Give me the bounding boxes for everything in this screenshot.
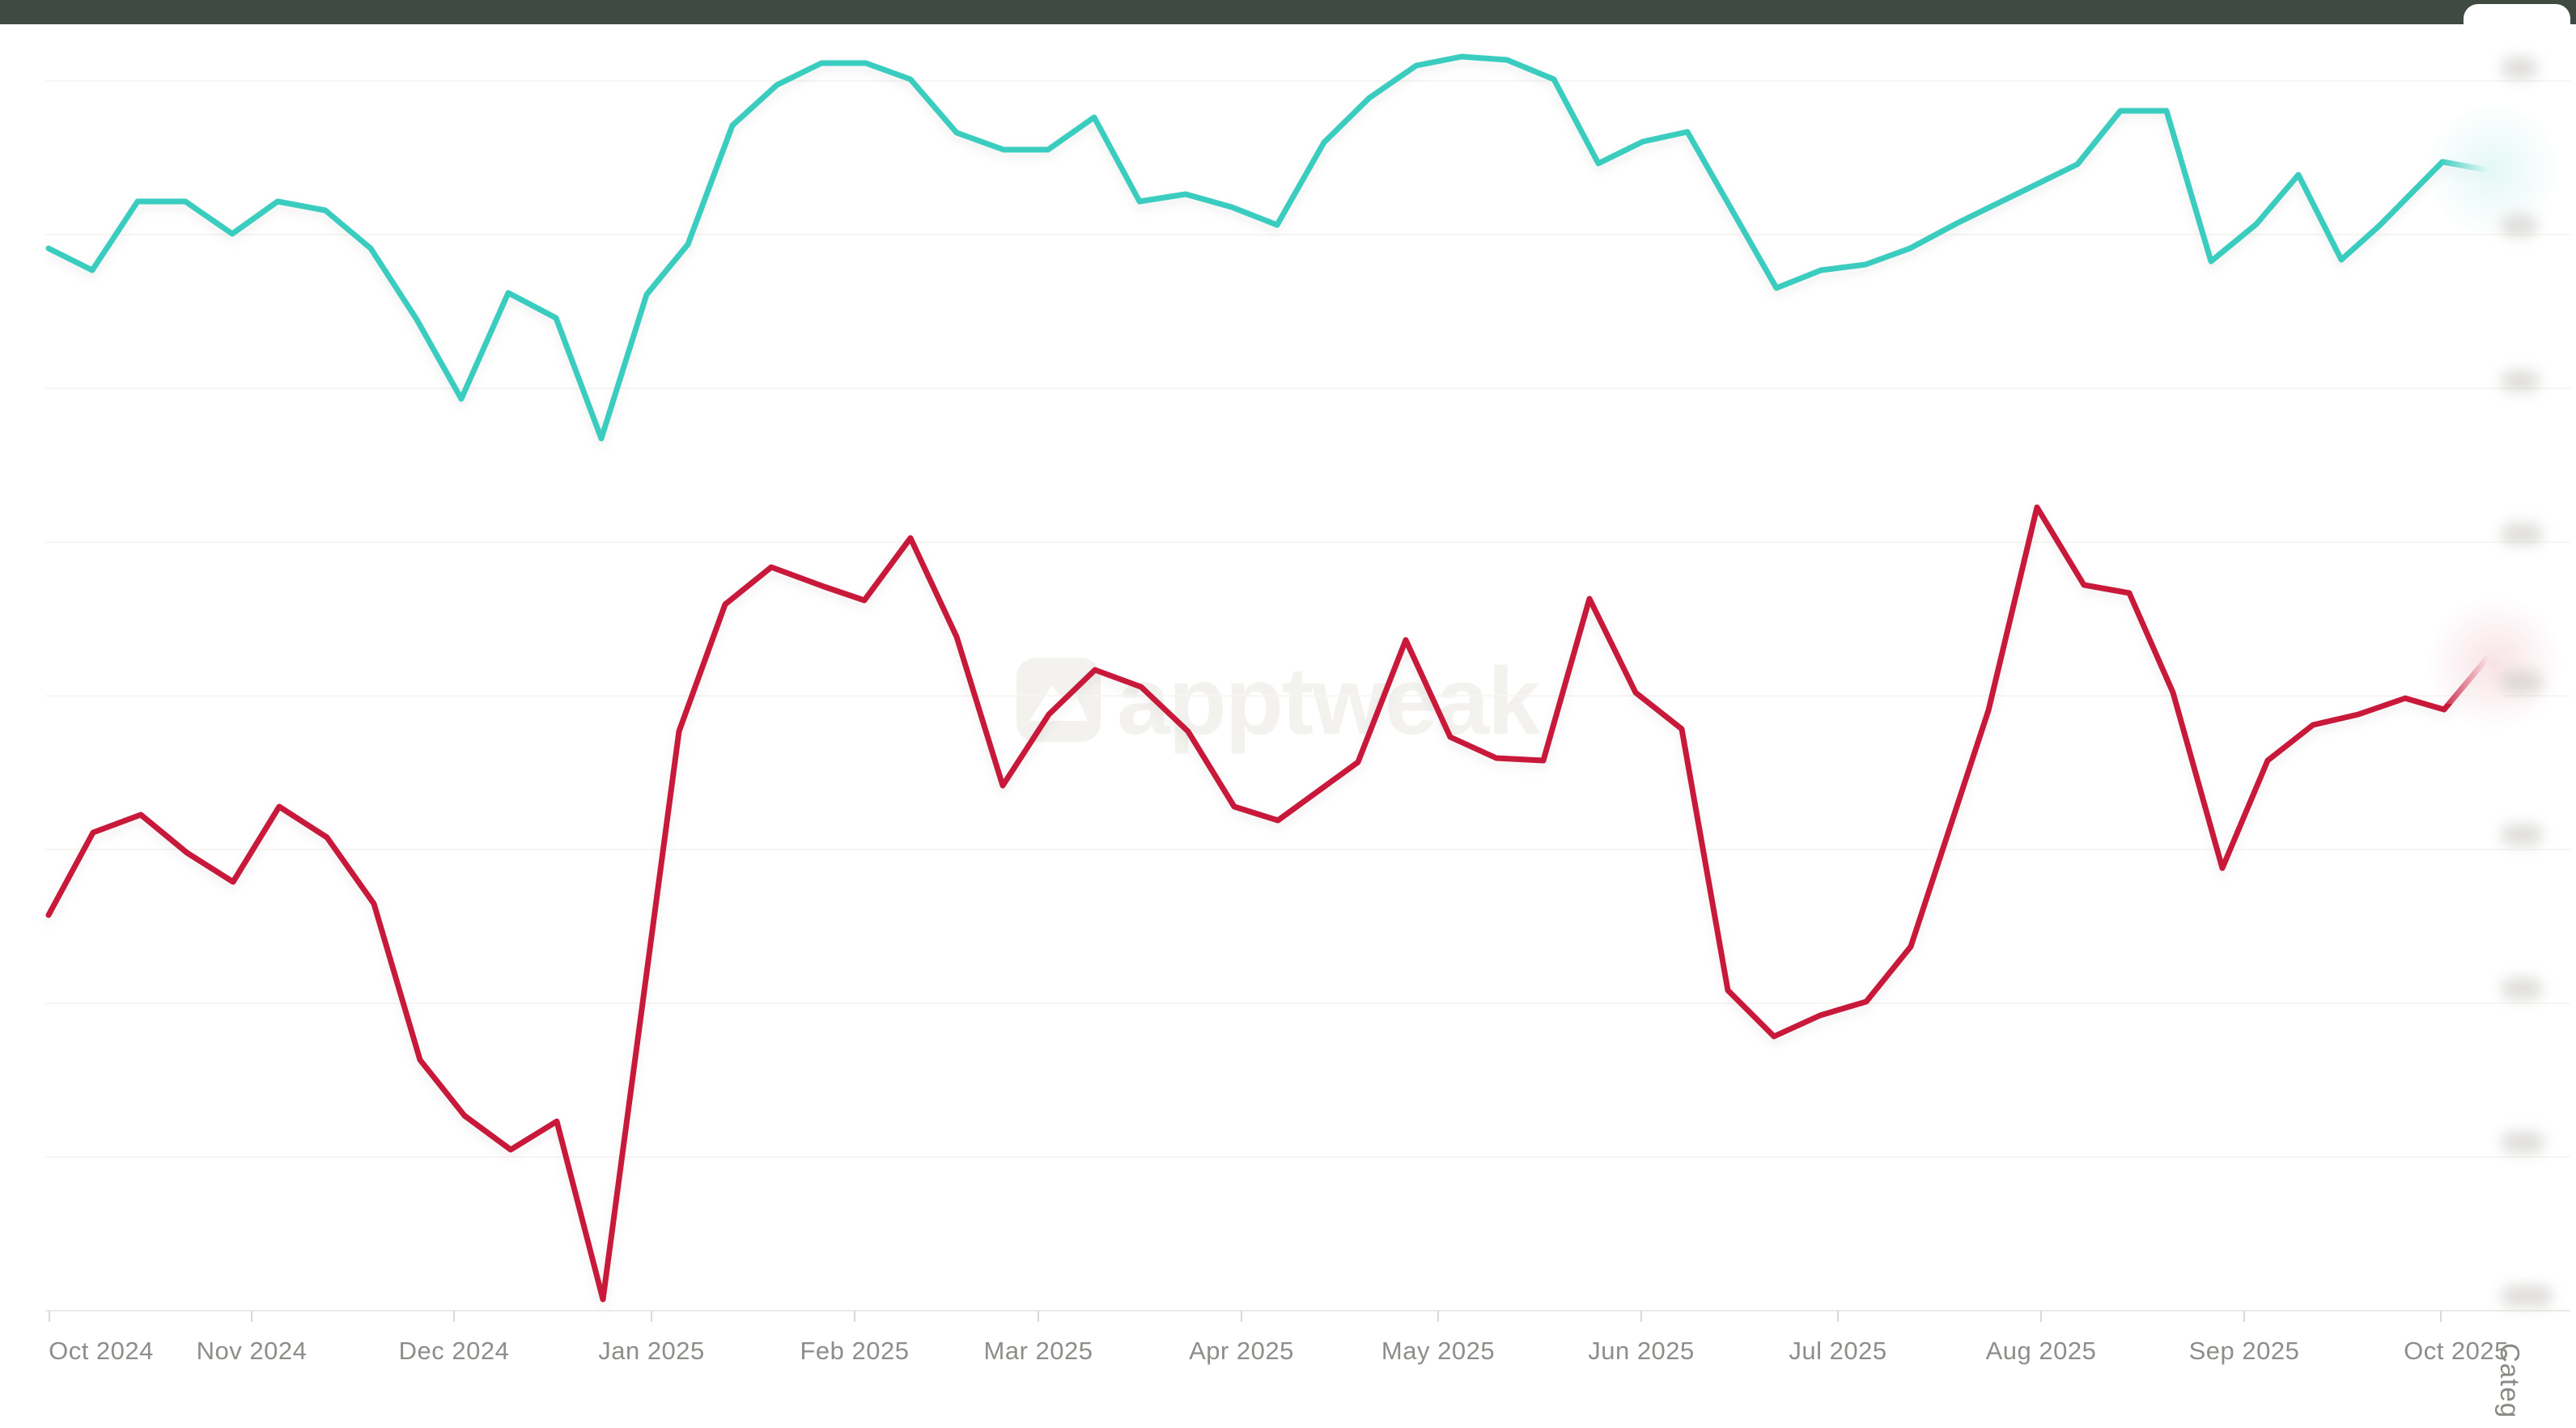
teal-line (45, 53, 2490, 442)
y-axis-label-blurred (2501, 57, 2538, 79)
red-line-end-glow (2426, 595, 2564, 732)
y-axis-label-blurred (2501, 977, 2543, 1000)
y-axis-label-blurred (2501, 523, 2543, 545)
y-axis-label-blurred (2501, 214, 2538, 237)
x-axis-label: Oct 2025 (2404, 1337, 2509, 1365)
red-line (45, 504, 2490, 1303)
teal-line-end-fade (2440, 129, 2505, 210)
y-axis-label-blurred (2501, 1285, 2553, 1307)
red-line-end-fade (2440, 623, 2505, 704)
x-axis-label: Sep 2025 (2188, 1337, 2300, 1365)
y-axis-title: Categ (2495, 1343, 2525, 1419)
y-axis-label-blurred (2501, 671, 2543, 693)
x-axis-label: Mar 2025 (983, 1337, 1093, 1365)
top-window-bar (0, 0, 2576, 24)
y-axis-label-blurred (2501, 370, 2540, 392)
x-axis-label: Jul 2025 (1789, 1337, 1887, 1365)
x-axis-label: Jun 2025 (1588, 1337, 1695, 1365)
top-bar-white-notch (2464, 4, 2570, 36)
x-axis-label: Feb 2025 (800, 1337, 910, 1365)
x-axis-label: Oct 2024 (49, 1337, 154, 1365)
y-axis-label-blurred (2501, 824, 2543, 846)
x-axis-label: Nov 2024 (196, 1337, 308, 1365)
x-axis-label: Aug 2025 (1985, 1337, 2097, 1365)
x-axis-label: Jan 2025 (598, 1337, 705, 1365)
teal-line-end-glow (2424, 101, 2561, 239)
x-axis-label: May 2025 (1381, 1337, 1496, 1365)
x-axis-label: Dec 2024 (398, 1337, 510, 1365)
x-axis-label: Apr 2025 (1189, 1337, 1294, 1365)
y-axis-label-blurred (2501, 1131, 2544, 1154)
